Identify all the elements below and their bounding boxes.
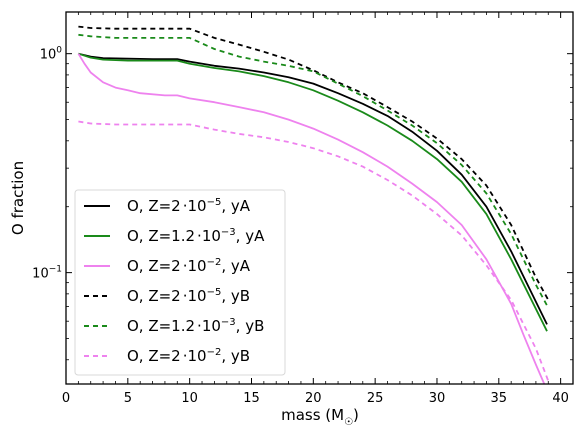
series-lines (77, 25, 550, 384)
legend-label-exponent: −5 (207, 197, 222, 208)
legend-label-dot: · (183, 287, 188, 305)
legend-label: O, Z=2·10−5, yB (127, 287, 250, 305)
legend-label-exponent: −2 (207, 257, 222, 268)
legend-label-base: 10 (188, 197, 207, 215)
x-tick-label: 25 (367, 391, 384, 406)
legend-label: O, Z=1.2·10−3, yA (127, 227, 265, 245)
legend-box (74, 189, 286, 376)
x-axis-label: mass (M☉) (281, 406, 359, 428)
legend-label-base: 10 (188, 287, 207, 305)
y-tick-label-base: 10 (40, 48, 57, 63)
x-axis-label-sun-symbol: ☉ (344, 417, 353, 428)
x-tick-label: 0 (62, 391, 70, 406)
y-tick-label-base: 10 (32, 267, 49, 282)
x-tick-label: 40 (552, 391, 569, 406)
legend-label-dot: · (183, 347, 188, 365)
legend-label-exponent: −3 (221, 317, 236, 328)
legend-label-exponent: −3 (221, 227, 236, 238)
x-tick-label: 5 (124, 391, 132, 406)
legend-label-base: 10 (202, 317, 221, 335)
legend-label-main: O, Z=2 (127, 347, 181, 365)
legend-label-base: 10 (188, 347, 207, 365)
series-line-2 (78, 52, 548, 332)
series-line-6 (78, 120, 550, 382)
legend-label-main: O, Z=1.2 (127, 227, 195, 245)
x-tick-label: 35 (491, 391, 508, 406)
legend: O, Z=2·10−5, yAO, Z=1.2·10−3, yAO, Z=2·1… (74, 189, 286, 376)
legend-label: O, Z=2·10−5, yA (127, 197, 251, 215)
legend-label-dot: · (183, 197, 188, 215)
legend-label-suffix: , yB (236, 317, 265, 335)
series-line-1 (78, 52, 548, 325)
legend-label: O, Z=2·10−2, yB (127, 347, 250, 365)
legend-label-suffix: , yB (221, 347, 250, 365)
legend-label-main: O, Z=2 (127, 197, 181, 215)
legend-label: O, Z=2·10−2, yA (127, 257, 251, 275)
legend-label-main: O, Z=2 (127, 257, 181, 275)
y-tick-label-exponent: 0 (56, 46, 62, 56)
legend-label-suffix: , yA (221, 257, 250, 275)
legend-label-suffix: , yA (221, 197, 250, 215)
x-tick-label: 15 (243, 391, 260, 406)
legend-label-dot: · (197, 227, 202, 245)
series-line-5 (78, 33, 550, 309)
x-axis-label-main: mass (M (281, 406, 344, 424)
series-line-3 (77, 53, 546, 384)
x-tick-label: 20 (305, 391, 322, 406)
x-axis-label-close: ) (353, 406, 359, 424)
legend-label-suffix: , yB (221, 287, 250, 305)
y-tick-label-exponent: −1 (49, 265, 62, 275)
legend-label-dot: · (197, 317, 202, 335)
legend-label: O, Z=1.2·10−3, yB (127, 317, 264, 335)
legend-label-suffix: , yA (236, 227, 265, 245)
y-tick-label: 100 (40, 46, 63, 63)
plot-frame (65, 11, 574, 385)
legend-label-main: O, Z=1.2 (127, 317, 195, 335)
legend-label-base: 10 (188, 257, 207, 275)
y-axis-label: O fraction (9, 161, 27, 235)
legend-label-exponent: −5 (207, 287, 222, 298)
x-tick-label: 30 (429, 391, 446, 406)
x-tick-label: 10 (181, 391, 198, 406)
y-tick-label: 10−1 (32, 265, 62, 282)
legend-label-main: O, Z=2 (127, 287, 181, 305)
legend-label-exponent: −2 (207, 347, 222, 358)
legend-label-dot: · (183, 257, 188, 275)
legend-label-base: 10 (202, 227, 221, 245)
